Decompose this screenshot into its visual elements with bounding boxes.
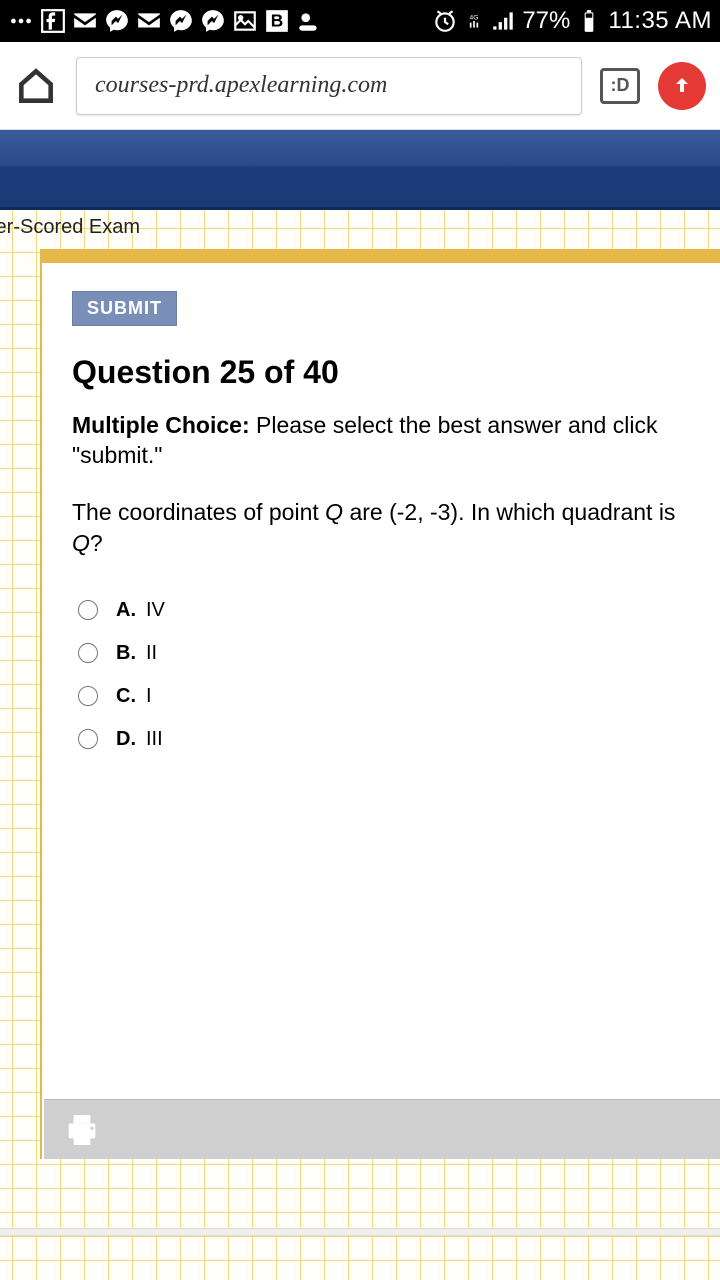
upload-button[interactable] [658,62,706,110]
url-text: courses-prd.apexlearning.com [95,72,387,99]
messenger-icon-3 [200,8,226,34]
question-title: Question 25 of 40 [72,354,690,391]
question-card: SUBMIT Question 25 of 40 Multiple Choice… [40,249,720,1159]
question-instruction: Multiple Choice: Please select the best … [72,411,690,471]
weather-icon [296,8,322,34]
choice-row[interactable]: D.III [72,718,690,761]
course-banner [0,130,720,210]
home-button[interactable] [14,64,58,108]
url-bar[interactable]: courses-prd.apexlearning.com [76,57,582,115]
exam-area: ter-Scored Exam SUBMIT Question 25 of 40… [0,210,720,1280]
facebook-icon [40,8,66,34]
blogger-icon: B [264,8,290,34]
answer-choices: A.IV B.II C.I D.III [72,589,690,761]
status-system-icons: 4G 77% 11:35 AM [432,7,712,35]
instruction-bold: Multiple Choice: [72,412,250,438]
choice-label: D.III [116,728,163,751]
breadcrumb: ter-Scored Exam [0,216,720,249]
choice-label: A.IV [116,599,165,622]
more-icon [8,8,34,34]
messenger-icon-2 [168,8,194,34]
choice-row[interactable]: A.IV [72,589,690,632]
submit-button[interactable]: SUBMIT [72,291,177,326]
battery-percentage: 77% [522,7,570,35]
photo-icon [232,8,258,34]
choice-radio[interactable] [78,729,98,749]
card-footer [44,1099,720,1159]
choice-label: C.I [116,685,152,708]
android-status-bar: B 4G 77% 11:35 AM [0,0,720,42]
signal-icon [490,8,516,34]
alarm-icon [432,8,458,34]
clock-time: 11:35 AM [608,7,712,35]
status-notification-icons: B [8,8,322,34]
print-button[interactable] [62,1110,102,1150]
messenger-icon [104,8,130,34]
choice-radio[interactable] [78,600,98,620]
question-text: The coordinates of point Q are (-2, -3).… [72,497,690,559]
choice-row[interactable]: B.II [72,632,690,675]
choice-radio[interactable] [78,643,98,663]
tabs-label: :D [611,75,630,96]
network-lte-icon: 4G [464,8,484,34]
mail-icon [72,8,98,34]
choice-radio[interactable] [78,686,98,706]
svg-text:B: B [271,10,284,30]
choice-label: B.II [116,642,157,665]
browser-toolbar: courses-prd.apexlearning.com :D [0,42,720,130]
page-divider [0,1228,720,1236]
svg-text:4G: 4G [470,14,479,21]
choice-row[interactable]: C.I [72,675,690,718]
battery-icon [576,8,602,34]
tabs-button[interactable]: :D [600,68,640,104]
page-content: ter-Scored Exam SUBMIT Question 25 of 40… [0,130,720,1280]
mail-icon-2 [136,8,162,34]
